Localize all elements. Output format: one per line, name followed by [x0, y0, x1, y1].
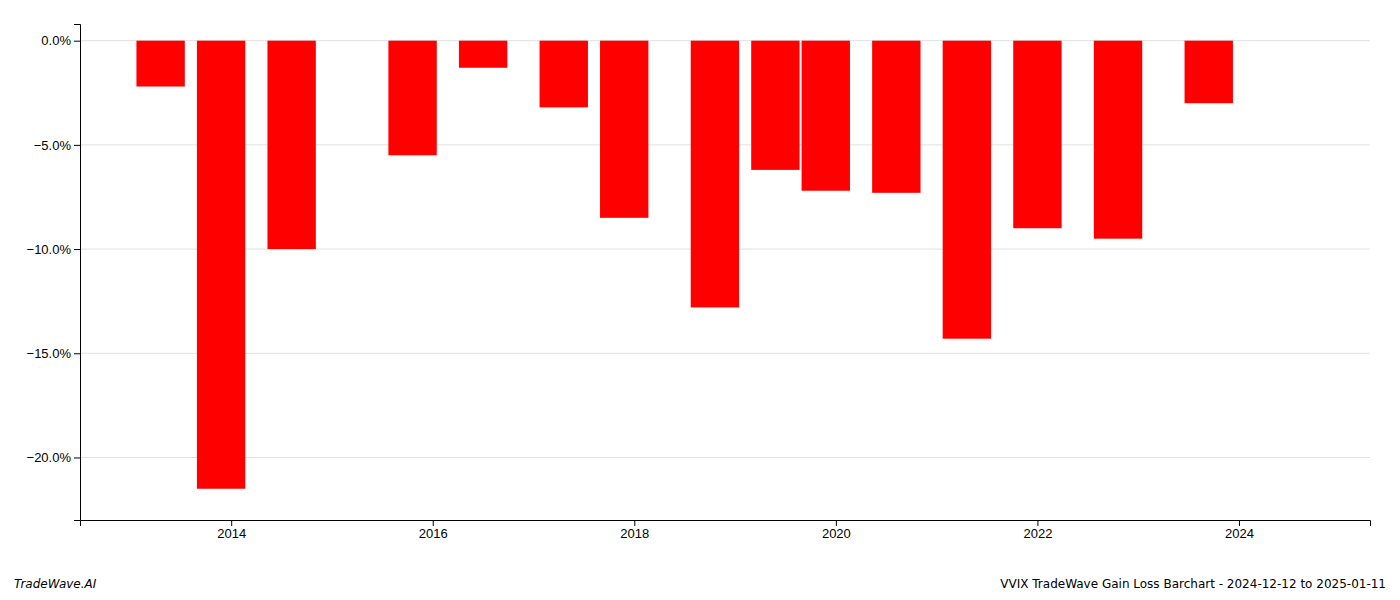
y-tick-label: −15.0% — [27, 346, 72, 361]
y-tick: 0.0% — [41, 33, 80, 48]
bar — [540, 41, 588, 108]
x-tick: 2014 — [217, 520, 246, 541]
bar — [691, 41, 739, 308]
x-tick-label: 2016 — [419, 526, 448, 541]
x-tick-mark — [1037, 520, 1038, 526]
bar — [943, 41, 991, 339]
y-tick-mark — [74, 41, 80, 42]
bar — [197, 41, 245, 489]
y-tick-mark — [74, 145, 80, 146]
grid — [80, 41, 1370, 458]
footer-text: TradeWave.AI — [14, 577, 97, 591]
bar — [751, 41, 799, 170]
y-tick: −15.0% — [27, 346, 80, 361]
bar — [872, 41, 920, 193]
bars — [136, 41, 1233, 489]
x-tick-label: 2020 — [822, 526, 851, 541]
x-tick-label: 2022 — [1023, 526, 1052, 541]
x-tick: 2024 — [1225, 520, 1254, 541]
chart: 2014 2016 2018 2020 2022 2024 0.0% −5.0% −10.0% −… — [0, 0, 1400, 600]
y-tick: −5.0% — [34, 138, 80, 153]
bar — [267, 41, 315, 249]
title: VVIX TradeWave Gain Loss Barchart - 2024… — [1000, 577, 1386, 591]
y-tick: −20.0% — [27, 450, 80, 465]
plot: 2014 2016 2018 2020 2022 2024 0.0% −5.0% −10.0% −… — [27, 25, 1371, 542]
bar — [1013, 41, 1061, 229]
y-tick-mark — [74, 457, 80, 458]
bar — [1185, 41, 1233, 104]
x-axis: 2014 2016 2018 2020 2022 2024 — [81, 520, 1371, 541]
bar — [136, 41, 184, 87]
bar — [388, 41, 436, 156]
y-tick-label: −20.0% — [27, 450, 72, 465]
x-tick-label: 2024 — [1225, 526, 1254, 541]
x-axis-line — [81, 521, 1371, 527]
y-tick-mark — [74, 353, 80, 354]
y-tick: −10.0% — [27, 242, 80, 257]
x-tick-label: 2018 — [620, 526, 649, 541]
x-tick-mark — [433, 520, 434, 526]
x-tick: 2018 — [620, 520, 649, 541]
x-tick-label: 2014 — [217, 526, 246, 541]
x-tick-mark — [231, 520, 232, 526]
bar — [1094, 41, 1142, 239]
x-tick: 2020 — [822, 520, 851, 541]
grid-line — [80, 457, 1370, 458]
bar — [802, 41, 850, 191]
grid-line — [80, 353, 1370, 354]
y-tick-label: −5.0% — [34, 138, 72, 153]
bar — [600, 41, 648, 218]
x-tick-mark — [1239, 520, 1240, 526]
y-tick-label: 0.0% — [41, 33, 71, 48]
y-axis: 0.0% −5.0% −10.0% −15.0% −20.0% — [27, 25, 81, 521]
x-tick: 2022 — [1023, 520, 1052, 541]
x-tick: 2016 — [419, 520, 448, 541]
y-tick-label: −10.0% — [27, 242, 72, 257]
y-tick-mark — [74, 249, 80, 250]
x-tick-mark — [634, 520, 635, 526]
x-tick-mark — [836, 520, 837, 526]
y-axis-line — [74, 25, 81, 521]
bar — [459, 41, 507, 68]
